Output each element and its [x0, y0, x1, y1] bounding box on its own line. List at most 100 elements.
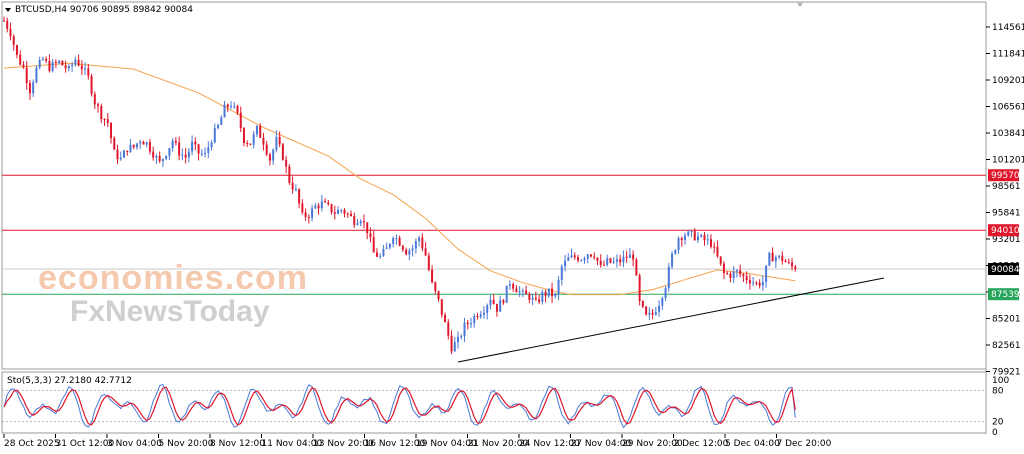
candle-body	[564, 260, 567, 267]
candle-body	[54, 62, 57, 64]
candle-body	[771, 252, 774, 262]
candle-body	[599, 260, 602, 265]
candle-body	[625, 256, 628, 258]
candle-body	[609, 258, 612, 263]
candle-body	[343, 209, 346, 214]
candle-body	[667, 266, 670, 289]
candle-body	[469, 323, 472, 325]
candle-body	[729, 273, 732, 279]
support-trendline[interactable]	[457, 277, 885, 363]
candle-body	[93, 94, 96, 105]
candle-body	[275, 136, 278, 150]
stochastic-signal-line	[3, 386, 796, 426]
price-tag-box	[988, 169, 1019, 182]
candle-body	[285, 159, 288, 167]
candle-body	[716, 246, 719, 257]
price-tick-label: 114561	[992, 23, 1024, 33]
price-tick-label: 111841	[992, 50, 1024, 60]
candle-body	[298, 189, 301, 204]
collapse-arrow-icon[interactable]	[5, 8, 11, 12]
candle-body	[113, 138, 116, 150]
candle-body	[142, 141, 145, 145]
moving-average-line	[3, 62, 796, 296]
time-tick-label: 31 Oct 12:00	[56, 439, 115, 449]
candle-body	[139, 141, 142, 144]
candle-body	[401, 245, 404, 250]
oscillator-panel	[1, 371, 987, 434]
price-tick-label: 98561	[992, 182, 1021, 192]
candle-body	[577, 257, 580, 261]
candle-body	[697, 236, 700, 241]
candle-body	[148, 142, 151, 152]
candle-body	[418, 237, 421, 242]
candle-body	[337, 210, 340, 214]
candle-body	[48, 60, 51, 71]
candle-body	[735, 270, 738, 272]
price-tag-label: 87539	[991, 290, 1020, 300]
oscillator-level-label: 20	[992, 418, 1004, 428]
candle-body	[45, 58, 48, 61]
price-tag-box	[988, 288, 1019, 301]
candle-body	[255, 125, 258, 135]
price-tick-label: 101201	[992, 156, 1024, 166]
candle-body	[635, 259, 638, 276]
candle-body	[372, 237, 375, 253]
candle-body	[794, 266, 797, 270]
price-tick-label: 103841	[992, 129, 1024, 139]
candle-body	[638, 275, 641, 301]
candle-body	[178, 142, 181, 156]
candle-body	[687, 231, 690, 236]
candle-body	[632, 254, 635, 260]
candle-body	[217, 124, 220, 129]
time-tick-label: 11 Nov 04:00	[262, 439, 323, 449]
candle-body	[77, 59, 80, 66]
candle-body	[473, 316, 476, 324]
candle-body	[145, 142, 148, 145]
candle-body	[495, 303, 498, 312]
candle-body	[651, 312, 654, 315]
candle-body	[122, 150, 125, 158]
candle-body	[307, 216, 310, 218]
candle-body	[557, 279, 560, 295]
candle-body	[693, 231, 696, 241]
candle-body	[674, 249, 677, 254]
price-tag-label: 99570	[991, 171, 1020, 181]
candle-body	[479, 314, 482, 318]
candle-body	[161, 158, 164, 162]
price-tick-label: 106561	[992, 103, 1024, 113]
main-panel	[1, 1, 987, 370]
candle-body	[661, 298, 664, 306]
candle-body	[748, 280, 751, 284]
time-tick-label: 28 Oct 2025	[4, 439, 60, 449]
candle-body	[320, 201, 323, 209]
candle-body	[768, 252, 771, 266]
candle-body	[9, 28, 12, 37]
candle-body	[427, 255, 430, 270]
candle-body	[340, 209, 343, 211]
candle-body	[223, 104, 226, 118]
candle-body	[787, 262, 790, 264]
candle-body	[249, 143, 252, 145]
candle-body	[453, 342, 456, 352]
candle-body	[703, 234, 706, 241]
candle-body	[541, 291, 544, 302]
candle-body	[521, 290, 524, 292]
candle-body	[38, 59, 41, 68]
candle-body	[648, 312, 651, 315]
candle-body	[580, 260, 583, 262]
candle-body	[538, 299, 541, 302]
candle-body	[713, 246, 716, 248]
candle-body	[700, 234, 703, 237]
candle-body	[619, 259, 622, 263]
candle-body	[414, 241, 417, 249]
candle-body	[194, 141, 197, 145]
candle-body	[596, 257, 599, 261]
candle-body	[359, 221, 362, 224]
candle-body	[444, 314, 447, 323]
oscillator-level-label: 0	[992, 428, 998, 438]
candle-body	[525, 290, 528, 295]
candle-body	[486, 305, 489, 313]
candle-body	[457, 336, 460, 343]
